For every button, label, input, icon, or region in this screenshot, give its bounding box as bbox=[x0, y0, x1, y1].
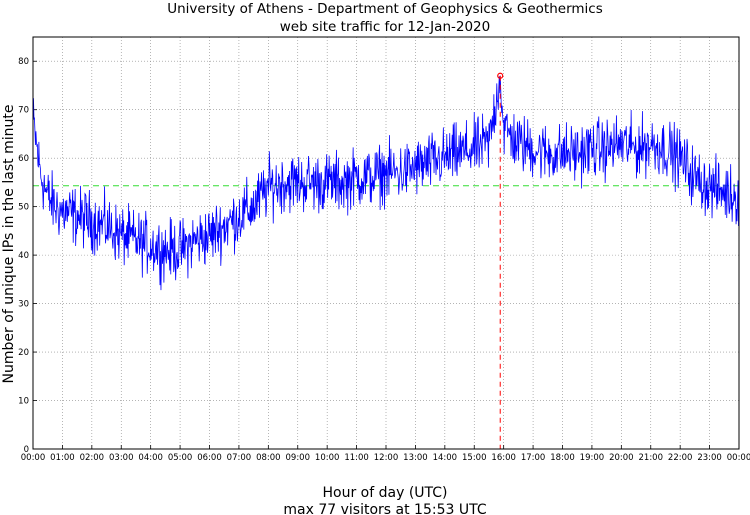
x-tick-label: 04:00 bbox=[138, 453, 163, 463]
x-tick-label: 22:00 bbox=[668, 453, 693, 463]
x-tick-label: 17:00 bbox=[521, 453, 546, 463]
y-tick-label: 40 bbox=[18, 251, 29, 261]
y-tick-label: 20 bbox=[18, 348, 29, 358]
x-tick-label: 18:00 bbox=[550, 453, 575, 463]
x-tick-label: 08:00 bbox=[256, 453, 281, 463]
x-tick-label: 20:00 bbox=[609, 453, 634, 463]
x-tick-label: 00:00 bbox=[727, 453, 750, 463]
x-tick-label: 10:00 bbox=[315, 453, 340, 463]
series-line bbox=[32, 75, 740, 291]
x-tick-label: 14:00 bbox=[433, 453, 458, 463]
x-tick-label: 07:00 bbox=[227, 453, 252, 463]
x-tick-label: 19:00 bbox=[580, 453, 605, 463]
y-tick-label: 0 bbox=[24, 445, 29, 455]
chart-subtitle: web site traffic for 12-Jan-2020 bbox=[280, 19, 490, 35]
x-tick-label: 06:00 bbox=[197, 453, 222, 463]
x-tick-label: 16:00 bbox=[491, 453, 516, 463]
x-tick-label: 01:00 bbox=[50, 453, 75, 463]
y-axis-label: Number of unique IPs in the last minute bbox=[1, 105, 17, 384]
chart-title: University of Athens - Department of Geo… bbox=[167, 1, 603, 17]
y-tick-label: 70 bbox=[18, 106, 29, 116]
y-tick-label: 10 bbox=[18, 397, 29, 407]
plot-frame bbox=[32, 36, 740, 450]
x-tick-label: 12:00 bbox=[374, 453, 399, 463]
x-tick-label: 21:00 bbox=[639, 453, 664, 463]
x-tick-label: 11:00 bbox=[344, 453, 369, 463]
x-tick-label: 23:00 bbox=[697, 453, 722, 463]
x-tick-label: 00:00 bbox=[21, 453, 46, 463]
x-tick-label: 02:00 bbox=[80, 453, 105, 463]
x-tick-label: 03:00 bbox=[109, 453, 134, 463]
x-ticks: 00:00 01:00 02:00 03:00 04:00 05:00 06:00 07:00… bbox=[21, 445, 750, 463]
max-marker bbox=[497, 72, 504, 79]
x-tick-label: 15:00 bbox=[462, 453, 487, 463]
y-tick-label: 60 bbox=[18, 154, 29, 164]
max-caption: max 77 visitors at 15:53 UTC bbox=[283, 502, 486, 515]
y-tick-label: 30 bbox=[18, 300, 29, 310]
x-axis-label: Hour of day (UTC) bbox=[323, 485, 448, 501]
x-tick-label: 05:00 bbox=[168, 453, 193, 463]
y-ticks: 0 10 20 30 40 50 60 70 80 bbox=[18, 57, 37, 455]
x-tick-label: 13:00 bbox=[403, 453, 428, 463]
x-tick-label: 09:00 bbox=[286, 453, 311, 463]
y-tick-label: 80 bbox=[18, 57, 29, 67]
y-tick-label: 50 bbox=[18, 203, 29, 213]
